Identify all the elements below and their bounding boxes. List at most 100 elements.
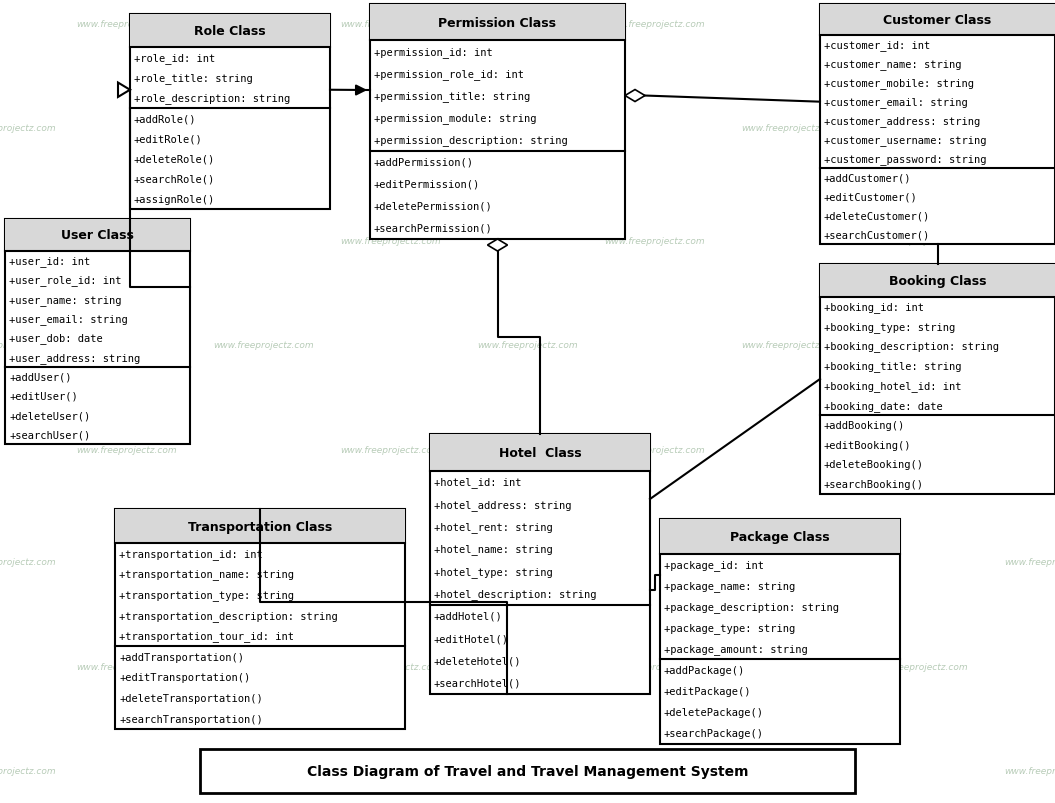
Bar xyxy=(130,15,330,210)
Text: +addPermission(): +addPermission() xyxy=(375,157,474,168)
Text: +hotel_type: string: +hotel_type: string xyxy=(434,566,553,577)
Text: Booking Class: Booking Class xyxy=(888,275,986,287)
Text: +assignRole(): +assignRole() xyxy=(134,194,215,205)
Text: +transportation_type: string: +transportation_type: string xyxy=(119,589,294,601)
Text: +customer_id: int: +customer_id: int xyxy=(824,40,931,51)
Text: +deleteTransportation(): +deleteTransportation() xyxy=(119,693,263,703)
Text: +searchTransportation(): +searchTransportation() xyxy=(119,714,263,724)
Text: www.freeprojectz.com: www.freeprojectz.com xyxy=(603,445,705,454)
Text: +user_name: string: +user_name: string xyxy=(9,294,121,305)
Text: +booking_id: int: +booking_id: int xyxy=(824,302,924,312)
Text: www.freeprojectz.com: www.freeprojectz.com xyxy=(603,662,705,671)
Text: +package_name: string: +package_name: string xyxy=(664,581,795,591)
Text: +user_email: string: +user_email: string xyxy=(9,314,128,324)
Polygon shape xyxy=(487,240,507,251)
Bar xyxy=(430,434,650,694)
Text: +customer_address: string: +customer_address: string xyxy=(824,116,980,127)
Polygon shape xyxy=(625,91,645,103)
Text: +booking_description: string: +booking_description: string xyxy=(824,341,999,352)
Text: +searchPermission(): +searchPermission() xyxy=(375,224,493,234)
Text: +transportation_name: string: +transportation_name: string xyxy=(119,569,294,580)
Text: www.freeprojectz.com: www.freeprojectz.com xyxy=(76,662,177,671)
Text: +searchUser(): +searchUser() xyxy=(9,430,91,440)
Text: www.freeprojectz.com: www.freeprojectz.com xyxy=(340,19,441,29)
Text: +transportation_tour_id: int: +transportation_tour_id: int xyxy=(119,631,294,642)
Text: www.freeprojectz.com: www.freeprojectz.com xyxy=(340,236,441,246)
Bar xyxy=(200,749,855,793)
Text: +hotel_description: string: +hotel_description: string xyxy=(434,589,596,599)
Text: +editBooking(): +editBooking() xyxy=(824,440,912,450)
Text: +role_title: string: +role_title: string xyxy=(134,73,253,84)
Text: www.freeprojectz.com: www.freeprojectz.com xyxy=(477,340,578,350)
Text: www.freeprojectz.com: www.freeprojectz.com xyxy=(741,766,842,776)
Text: www.freeprojectz.com: www.freeprojectz.com xyxy=(0,557,56,567)
Text: +editTransportation(): +editTransportation() xyxy=(119,672,250,683)
Text: www.freeprojectz.com: www.freeprojectz.com xyxy=(477,124,578,133)
Text: +permission_role_id: int: +permission_role_id: int xyxy=(375,69,524,79)
Text: +package_description: string: +package_description: string xyxy=(664,601,839,613)
Text: +user_id: int: +user_id: int xyxy=(9,255,91,267)
Bar xyxy=(370,5,625,240)
Text: Role Class: Role Class xyxy=(194,25,266,38)
Text: +searchPackage(): +searchPackage() xyxy=(664,728,764,739)
Text: Transportation Class: Transportation Class xyxy=(188,520,332,533)
Text: Package Class: Package Class xyxy=(730,530,830,543)
Text: +booking_title: string: +booking_title: string xyxy=(824,361,961,372)
Text: www.freeprojectz.com: www.freeprojectz.com xyxy=(213,340,314,350)
Text: Customer Class: Customer Class xyxy=(883,14,992,27)
Text: www.freeprojectz.com: www.freeprojectz.com xyxy=(76,19,177,29)
Text: +deletePackage(): +deletePackage() xyxy=(664,707,764,717)
Text: +user_address: string: +user_address: string xyxy=(9,353,140,363)
Text: www.freeprojectz.com: www.freeprojectz.com xyxy=(76,445,177,454)
Text: www.freeprojectz.com: www.freeprojectz.com xyxy=(213,766,314,776)
Text: www.freeprojectz.com: www.freeprojectz.com xyxy=(741,124,842,133)
Text: +deleteRole(): +deleteRole() xyxy=(134,154,215,165)
Text: www.freeprojectz.com: www.freeprojectz.com xyxy=(741,340,842,350)
Text: www.freeprojectz.com: www.freeprojectz.com xyxy=(477,766,578,776)
Text: www.freeprojectz.com: www.freeprojectz.com xyxy=(867,236,968,246)
Bar xyxy=(115,509,405,544)
Bar xyxy=(130,15,330,48)
Text: www.freeprojectz.com: www.freeprojectz.com xyxy=(741,557,842,567)
Text: +package_type: string: +package_type: string xyxy=(664,622,795,634)
Text: +editHotel(): +editHotel() xyxy=(434,634,509,643)
Text: +customer_email: string: +customer_email: string xyxy=(824,97,967,108)
Text: Hotel  Class: Hotel Class xyxy=(499,446,581,459)
Bar xyxy=(660,520,900,744)
Text: User Class: User Class xyxy=(61,229,134,243)
Bar xyxy=(820,265,1055,297)
Text: +transportation_description: string: +transportation_description: string xyxy=(119,610,338,621)
Text: +booking_type: string: +booking_type: string xyxy=(824,321,955,332)
Text: Class Diagram of Travel and Travel Management System: Class Diagram of Travel and Travel Manag… xyxy=(307,764,748,778)
Text: www.freeprojectz.com: www.freeprojectz.com xyxy=(603,236,705,246)
Text: +editPermission(): +editPermission() xyxy=(375,180,480,190)
Text: www.freeprojectz.com: www.freeprojectz.com xyxy=(213,557,314,567)
Text: +package_amount: string: +package_amount: string xyxy=(664,644,808,654)
Text: +booking_hotel_id: int: +booking_hotel_id: int xyxy=(824,381,961,391)
Text: +searchRole(): +searchRole() xyxy=(134,174,215,185)
Text: +deleteBooking(): +deleteBooking() xyxy=(824,460,924,470)
Text: +permission_module: string: +permission_module: string xyxy=(375,113,537,124)
Bar xyxy=(370,5,625,41)
Text: +searchCustomer(): +searchCustomer() xyxy=(824,230,931,240)
Text: +searchBooking(): +searchBooking() xyxy=(824,479,924,490)
Text: +addRole(): +addRole() xyxy=(134,114,196,124)
Text: +permission_id: int: +permission_id: int xyxy=(375,47,493,58)
Text: +booking_date: date: +booking_date: date xyxy=(824,400,943,411)
Text: +deleteHotel(): +deleteHotel() xyxy=(434,656,521,666)
Text: www.freeprojectz.com: www.freeprojectz.com xyxy=(477,557,578,567)
Text: +addCustomer(): +addCustomer() xyxy=(824,173,912,183)
Text: +deleteUser(): +deleteUser() xyxy=(9,410,91,421)
Text: www.freeprojectz.com: www.freeprojectz.com xyxy=(867,662,968,671)
Text: +user_role_id: int: +user_role_id: int xyxy=(9,275,121,286)
Text: www.freeprojectz.com: www.freeprojectz.com xyxy=(1004,340,1055,350)
Bar xyxy=(430,434,650,471)
Text: +customer_mobile: string: +customer_mobile: string xyxy=(824,78,974,89)
Text: +addHotel(): +addHotel() xyxy=(434,611,503,621)
Text: www.freeprojectz.com: www.freeprojectz.com xyxy=(213,124,314,133)
Text: +hotel_name: string: +hotel_name: string xyxy=(434,544,553,555)
Text: +hotel_id: int: +hotel_id: int xyxy=(434,477,521,487)
Text: www.freeprojectz.com: www.freeprojectz.com xyxy=(340,662,441,671)
Text: www.freeprojectz.com: www.freeprojectz.com xyxy=(867,445,968,454)
Bar xyxy=(660,520,900,554)
